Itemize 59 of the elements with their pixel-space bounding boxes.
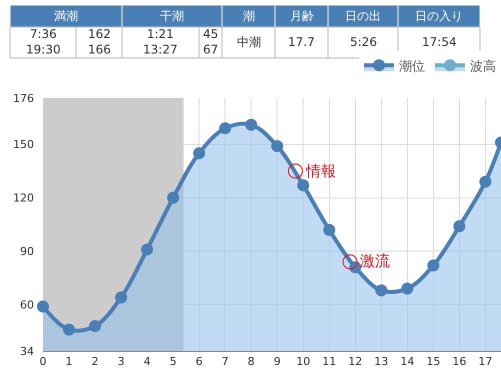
x-tick-label: 16 [452, 355, 466, 368]
legend-label: 潮位 [399, 59, 425, 74]
x-tick-label: 4 [144, 355, 151, 368]
x-tick-label: 2 [92, 355, 99, 368]
point [193, 147, 206, 160]
point [63, 324, 76, 336]
text: 干潮 [160, 9, 184, 23]
point [167, 192, 180, 204]
x-tick-label: 5 [170, 355, 177, 368]
text: 日の出 [345, 9, 381, 23]
annotation: 激流 [360, 253, 390, 270]
point [219, 122, 232, 134]
text: 45 67 [203, 27, 218, 57]
text: 17.7 [288, 35, 315, 49]
text: 中潮 [237, 35, 261, 49]
point [401, 282, 414, 295]
legend-label: 波高 [470, 58, 496, 74]
point [115, 292, 128, 304]
text: 7:36 19:30 [26, 27, 61, 57]
y-tick-label: 150 [13, 138, 34, 152]
point [323, 224, 336, 236]
x-tick-label: 10 [296, 355, 310, 368]
point [453, 220, 466, 232]
y-tick-label: 176 [13, 92, 34, 105]
text: 潮 [243, 9, 255, 23]
x-tick-label: 15 [426, 355, 440, 368]
x-tick-label: 17 [478, 355, 492, 368]
text: 162 166 [88, 27, 111, 57]
x-tick-label: 11 [322, 355, 336, 368]
annotation: 情報 [305, 163, 336, 180]
point [37, 300, 49, 312]
point [89, 320, 102, 332]
x-tick-label: 3 [118, 355, 125, 368]
point [141, 243, 154, 256]
y-tick-label: 90 [20, 245, 34, 258]
x-tick-label: 9 [274, 355, 281, 368]
point [427, 259, 440, 272]
point [479, 176, 492, 188]
text: 日の入り [415, 9, 463, 23]
text: 17:54 [422, 35, 457, 49]
text: 5:26 [350, 35, 377, 49]
x-tick-label: 7 [222, 355, 229, 368]
x-tick-label: 13 [374, 355, 388, 368]
x-tick-label: 12 [348, 355, 362, 368]
x-tick-label: 8 [248, 355, 255, 368]
text: 1:21 13:27 [143, 27, 178, 57]
y-tick-label: 120 [13, 192, 34, 205]
y-tick-label: 60 [20, 298, 34, 312]
point [297, 179, 310, 192]
x-tick-label: 14 [400, 355, 414, 368]
point [375, 284, 388, 296]
x-tick-label: 6 [196, 355, 203, 368]
point [245, 118, 258, 131]
y-tick-label: 34 [20, 344, 34, 358]
text: 満潮 [54, 9, 78, 23]
text: 月齢 [290, 9, 314, 23]
x-tick-label: 1 [66, 355, 73, 368]
x-tick-label: 0 [40, 355, 46, 368]
point [271, 140, 284, 152]
